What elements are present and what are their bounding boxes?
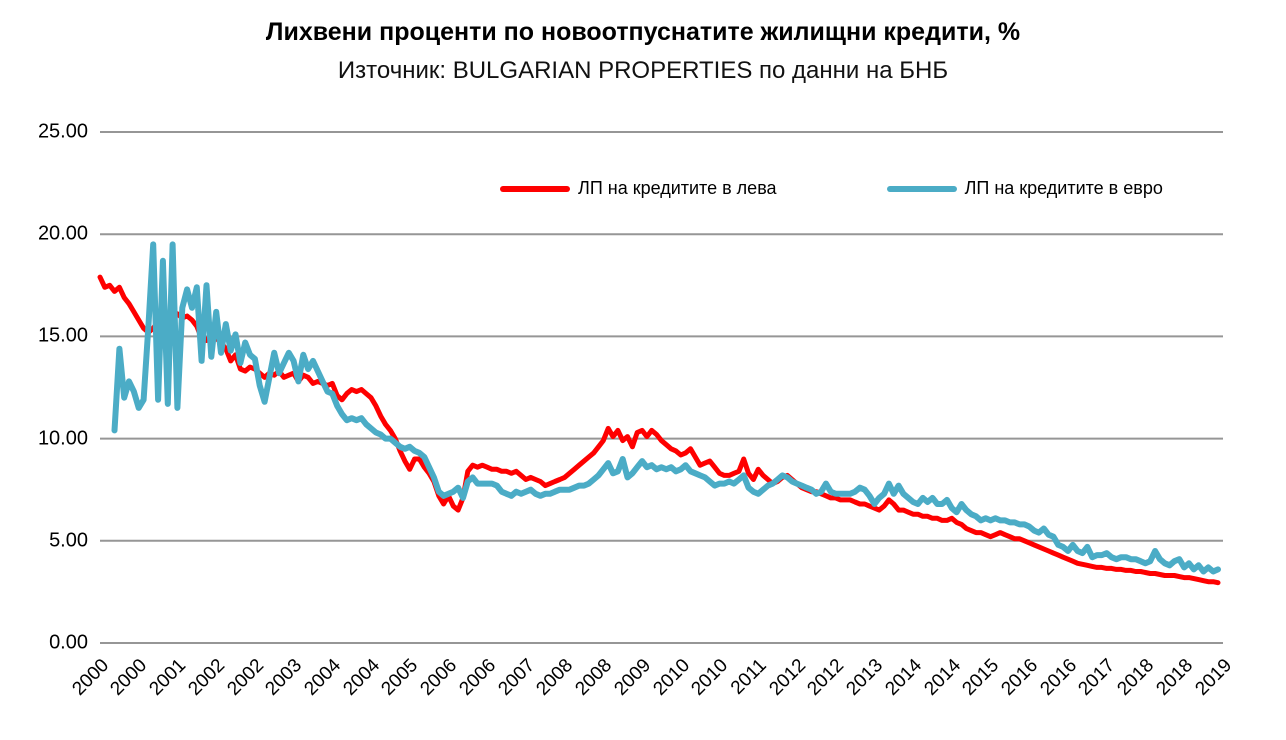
legend: ЛП на кредитите в лева ЛП на кредитите в… [500,178,1180,199]
legend-label-bgn: ЛП на кредитите в лева [578,178,777,198]
legend-line-blue-icon [886,185,957,192]
y-axis-label: 5.00 [49,529,88,552]
y-axis-label: 25.00 [37,120,88,143]
y-axis-label: 10.00 [37,427,88,450]
y-axis-label: 15.00 [37,324,88,347]
chart-subtitle: Източник: BULGARIAN PROPERTIES по данни … [337,57,949,84]
legend-item-eur: ЛП на кредитите в евро [886,178,1163,199]
series-line-bgn [97,274,1221,586]
legend-line-red-icon [500,185,570,192]
series-line-eur [111,241,1221,575]
y-axis-label: 0.00 [49,631,88,654]
chart-title: Лихвени проценти по новоотпуснатите жили… [265,18,1021,46]
legend-item-bgn: ЛП на кредитите в лева [500,178,777,199]
y-axis-label: 20.00 [37,222,88,245]
legend-label-eur: ЛП на кредитите в евро [964,178,1163,198]
